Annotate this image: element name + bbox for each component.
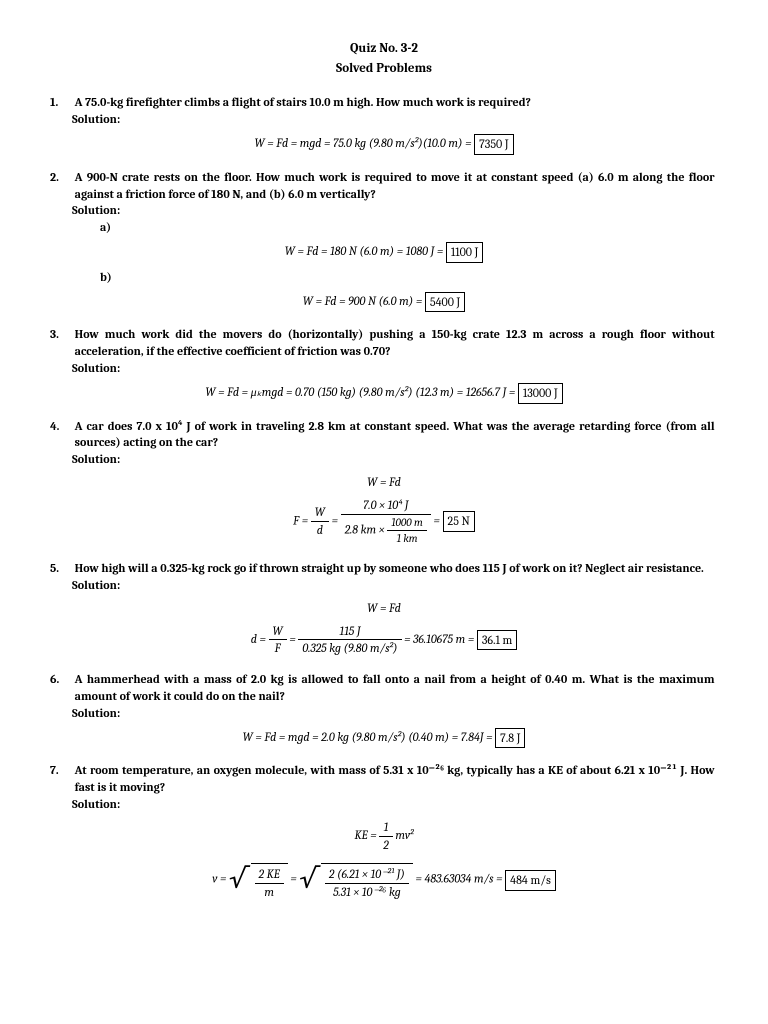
equation-ke: KE = 1 2 mv² [50,819,718,854]
fraction-1: W d [311,504,329,539]
problem-text: At room temperature, an oxygen molecule,… [75,762,715,796]
sqrt-1: √ 2 KE m [229,859,288,901]
equation: W = Fd = μₖmgd = 0.70 (150 kg) (9.80 m/s… [50,383,718,404]
answer-box: 36.1 m [477,630,517,651]
answer-box: 7.8 J [495,728,525,749]
mid: = 36.10675 m = [404,632,474,646]
fraction-2: 7.0 × 10⁴ J 2.8 km × 1000 m 1 km [341,497,431,547]
sqrt-icon: √ [229,859,250,898]
ke-lhs: KE = [355,828,377,842]
problem-number: 3. [50,326,72,343]
frac-top: W [311,504,329,522]
equation: W = Fd = mgd = 2.0 kg (9.80 m/s²) (0.40 … [50,728,718,749]
problem-number: 5. [50,560,72,577]
frac-bot: d [311,522,329,539]
frac-top: 7.0 × 10⁴ J [341,497,431,515]
sqrt-frac: 2 (6.21 × 10⁻²¹ J) 5.31 × 10⁻²⁶ kg [325,866,409,901]
equation-1: W = Fd [50,474,718,491]
eq-sign: = [434,513,440,527]
problem-4: 4. A car does 7.0 x 10⁴ J of work in tra… [50,418,718,547]
frac-bot: 2.8 km × 1000 m 1 km [341,515,431,547]
frac-top: 115 J [298,623,401,641]
eq-sign: = [332,513,338,527]
problem-7: 7. At room temperature, an oxygen molecu… [50,762,718,901]
problem-1: 1. A 75.0-kg firefighter climbs a flight… [50,94,718,154]
eq-lhs: W = Fd = 900 N (6.0 m) = [303,294,422,308]
problem-number: 7. [50,762,72,779]
solution-label: Solution: [72,577,718,594]
sqrt-frac: 2 KE m [255,866,284,901]
problem-text: How much work did the movers do (horizon… [75,326,715,360]
equation-b: W = Fd = 900 N (6.0 m) = 5400 J [50,292,718,313]
sqrt-2: √ 2 (6.21 × 10⁻²¹ J) 5.31 × 10⁻²⁶ kg [299,859,412,901]
problem-text: A hammerhead with a mass of 2.0 kg is al… [75,671,715,705]
bot-a: 2.8 km × [345,522,385,536]
eq-lhs: W = Fd = 180 N (6.0 m) = 1080 J = [285,244,444,258]
answer-box: 5400 J [425,292,465,313]
frac-bot: F [269,640,287,657]
problem-3: 3. How much work did the movers do (hori… [50,326,718,403]
eq-lhs: W = Fd = mgd = 75.0 kg (9.80 m/s²)(10.0 … [254,136,471,150]
equation-2: d = W F = 115 J 0.325 kg (9.80 m/s²) = 3… [50,623,718,658]
equation: W = Fd = mgd = 75.0 kg (9.80 m/s²)(10.0 … [50,134,718,155]
solution-label: Solution: [72,202,718,219]
eq-sign: = [290,872,296,886]
ke-rhs: mv² [395,828,413,842]
inner-top: 1000 m [387,515,427,531]
answer-box: 7350 J [474,134,513,155]
problem-5: 5. How high will a 0.325-kg rock go if t… [50,560,718,657]
solution-label: Solution: [72,360,718,377]
page-title: Quiz No. 3-2 [50,40,718,58]
mid: = 483.63034 m/s = [415,872,502,886]
part-a: a) [100,219,718,236]
inner-bot: 1 km [387,531,427,546]
frac-top: W [269,623,287,641]
solution-label: Solution: [72,796,718,813]
problem-2: 2. A 900-N crate rests on the floor. How… [50,169,718,313]
equation-v: v = √ 2 KE m = √ 2 (6.21 × 10⁻²¹ J) 5.31… [50,859,718,901]
v-lhs: v = [212,872,226,886]
answer-box: 484 m/s [505,870,556,891]
frac-top: 1 [379,819,393,837]
frac-bot: 5.31 × 10⁻²⁶ kg [325,884,409,901]
fraction-half: 1 2 [379,819,393,854]
frac-top: 2 (6.21 × 10⁻²¹ J) [325,866,409,884]
fraction-2: 115 J 0.325 kg (9.80 m/s²) [298,623,401,658]
solution-label: Solution: [72,705,718,722]
problem-number: 1. [50,94,72,111]
frac-bot: m [255,884,284,901]
problem-number: 6. [50,671,72,688]
f-lhs: F = [293,513,308,527]
eq-lhs: W = Fd = mgd = 2.0 kg (9.80 m/s²) (0.40 … [243,730,493,744]
equation-2: F = W d = 7.0 × 10⁴ J 2.8 km × 1000 m 1 … [50,497,718,547]
problem-number: 2. [50,169,72,186]
inner-frac: 1000 m 1 km [387,515,427,547]
answer-box: 25 N [443,511,475,532]
part-b: b) [100,269,718,286]
eq-lhs: W = Fd = μₖmgd = 0.70 (150 kg) (9.80 m/s… [205,385,515,399]
solution-label: Solution: [72,451,718,468]
d-lhs: d = [251,632,266,646]
eq-sign: = [289,632,295,646]
fraction-1: W F [269,623,287,658]
equation-1: W = Fd [50,600,718,617]
sqrt-icon: √ [299,859,320,898]
problem-text: A 75.0-kg firefighter climbs a flight of… [75,94,715,111]
frac-bot: 0.325 kg (9.80 m/s²) [298,640,401,657]
page-subtitle: Solved Problems [50,60,718,78]
problem-text: A 900-N crate rests on the floor. How mu… [75,169,715,203]
frac-bot: 2 [379,837,393,854]
problem-6: 6. A hammerhead with a mass of 2.0 kg is… [50,671,718,748]
problem-text: How high will a 0.325-kg rock go if thro… [75,560,715,577]
solution-label: Solution: [72,111,718,128]
problem-text: A car does 7.0 x 10⁴ J of work in travel… [75,418,715,452]
problem-number: 4. [50,418,72,435]
equation-a: W = Fd = 180 N (6.0 m) = 1080 J = 1100 J [50,242,718,263]
answer-box: 13000 J [518,383,563,404]
frac-top: 2 KE [255,866,284,884]
answer-box: 1100 J [446,242,483,263]
